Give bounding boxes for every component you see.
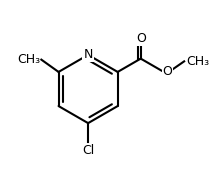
Text: CH₃: CH₃ xyxy=(17,53,41,66)
Text: CH₃: CH₃ xyxy=(186,55,209,68)
Text: N: N xyxy=(83,48,93,61)
Text: O: O xyxy=(136,32,146,45)
Text: O: O xyxy=(162,66,172,78)
Text: Cl: Cl xyxy=(82,144,94,157)
